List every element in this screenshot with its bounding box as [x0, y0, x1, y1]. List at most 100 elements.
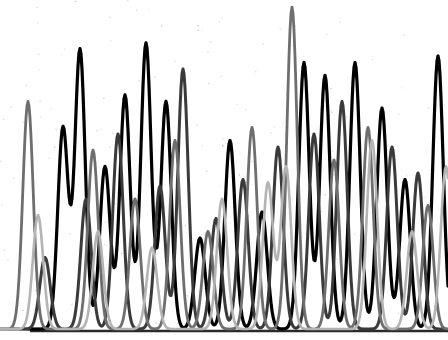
- noise-speck: [186, 295, 189, 297]
- noise-speck: [427, 107, 430, 109]
- peak-s3-4: [173, 139, 177, 142]
- noise-speck: [148, 9, 150, 11]
- peak-s2-8: [276, 145, 280, 149]
- noise-speck: [330, 88, 332, 90]
- noise-speck: [206, 170, 208, 172]
- noise-speck: [64, 48, 66, 50]
- noise-speck: [321, 210, 323, 213]
- noise-speck: [295, 287, 297, 289]
- peak-s2-3: [116, 132, 120, 136]
- noise-speck: [332, 150, 334, 152]
- peak-s1-2: [78, 48, 82, 51]
- peak-s2-10: [340, 100, 344, 103]
- noise-speck: [3, 249, 5, 251]
- chromatogram-traces: [0, 5, 448, 331]
- noise-speck: [123, 116, 125, 118]
- noise-speck: [387, 145, 389, 147]
- peak-s3-10: [426, 204, 430, 207]
- noise-speck: [7, 259, 9, 261]
- noise-speck: [238, 174, 240, 176]
- peak-s2-7: [241, 178, 245, 181]
- noise-speck: [201, 145, 204, 147]
- noise-speck: [50, 108, 52, 110]
- noise-speck: [336, 258, 338, 260]
- noise-speck: [221, 17, 223, 19]
- noise-speck: [127, 0, 129, 2]
- noise-speck: [337, 305, 339, 307]
- noise-speck: [103, 97, 105, 99]
- noise-speck: [10, 106, 12, 108]
- noise-speck: [22, 309, 24, 312]
- noise-speck: [197, 29, 199, 31]
- noise-speck: [54, 146, 56, 148]
- noise-speck: [292, 44, 294, 47]
- noise-speck: [196, 124, 199, 126]
- noise-speck: [201, 29, 203, 31]
- noise-speck: [48, 157, 51, 159]
- noise-speck: [270, 132, 272, 134]
- noise-speck: [0, 160, 2, 162]
- noise-speck: [25, 84, 27, 86]
- peak-s4-4: [220, 197, 224, 201]
- noise-speck: [372, 55, 374, 57]
- trace-series-4: [0, 139, 448, 331]
- noise-speck: [55, 128, 57, 130]
- noise-speck: [36, 6, 38, 9]
- noise-speck: [23, 121, 25, 123]
- noise-speck: [13, 177, 15, 179]
- peak-s3-8: [332, 158, 336, 162]
- noise-speck: [255, 301, 257, 303]
- trace-series-1: [0, 41, 448, 331]
- peak-s1-4: [123, 93, 127, 97]
- peak-s1-11: [323, 74, 327, 77]
- noise-speck: [218, 21, 220, 23]
- noise-speck: [109, 40, 112, 42]
- noise-speck: [326, 34, 328, 36]
- peak-s2-5: [181, 67, 185, 71]
- noise-speck: [38, 69, 40, 71]
- noise-speck: [425, 196, 427, 198]
- noise-speck: [236, 103, 238, 106]
- noise-speck: [37, 22, 39, 24]
- noise-speck: [3, 118, 5, 120]
- peak-s3-3: [133, 197, 137, 201]
- peak-s2-2: [84, 197, 88, 201]
- peak-s3-9: [366, 126, 370, 129]
- peak-s2-4: [158, 184, 162, 188]
- peak-s1-14: [403, 178, 407, 181]
- noise-speck: [197, 24, 199, 27]
- noise-speck: [1, 204, 3, 206]
- peak-s3-1: [26, 100, 30, 103]
- noise-speck: [248, 215, 250, 217]
- peak-s1-3: [103, 165, 107, 168]
- noise-speck: [279, 28, 281, 30]
- peak-s1-9: [260, 210, 264, 214]
- noise-speck: [38, 53, 40, 55]
- noise-speck: [346, 116, 348, 118]
- noise-speck: [331, 111, 333, 113]
- peak-s1-1: [61, 126, 65, 129]
- noise-speck: [40, 116, 42, 118]
- noise-speck: [282, 122, 284, 124]
- peak-s4-2: [96, 230, 100, 233]
- noise-speck: [106, 245, 108, 247]
- noise-speck: [401, 87, 403, 89]
- peak-s1-6: [164, 100, 168, 103]
- noise-speck: [405, 174, 408, 176]
- peak-s4-7: [370, 139, 374, 142]
- noise-speck: [136, 9, 138, 11]
- noise-speck: [324, 194, 326, 196]
- noise-speck: [222, 138, 224, 140]
- noise-speck: [112, 132, 114, 134]
- noise-speck: [210, 41, 212, 43]
- noise-speck: [305, 233, 307, 235]
- noise-speck: [222, 146, 224, 148]
- noise-speck: [429, 169, 432, 171]
- peak-s3-2: [91, 148, 95, 152]
- peak-s4-9: [444, 165, 448, 168]
- peak-s1-8: [228, 139, 232, 142]
- peak-s4-1: [36, 213, 40, 217]
- noise-speck: [255, 71, 257, 73]
- noise-speck: [262, 43, 264, 45]
- noise-speck: [114, 203, 116, 205]
